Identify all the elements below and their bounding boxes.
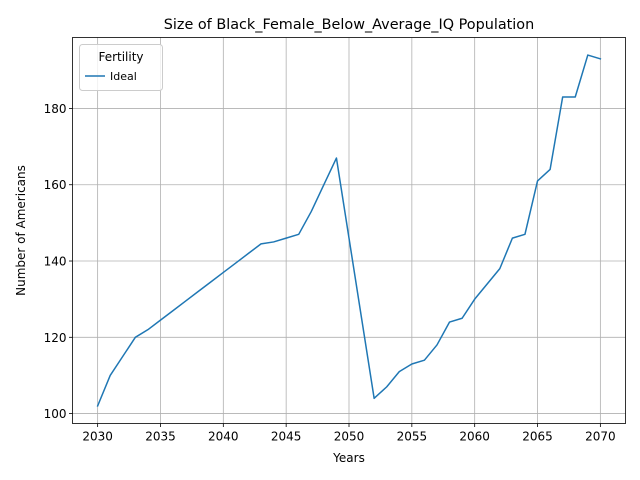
y-tick-label: 160 — [44, 178, 67, 192]
x-tick-label: 2040 — [208, 430, 239, 444]
x-tick-label: 2045 — [271, 430, 302, 444]
legend-title: Fertility — [98, 50, 143, 64]
series-line-ideal — [96, 54, 602, 407]
y-tick-label: 120 — [44, 331, 67, 345]
x-axis: 2030 2035 2040 2045 2050 2055 2060 2065 2070 — [82, 423, 616, 444]
x-axis-label: Years — [332, 451, 365, 465]
legend-box — [79, 44, 163, 91]
x-tick-label: 2035 — [145, 430, 176, 444]
x-tick-label: 2070 — [585, 430, 616, 444]
x-tick-label: 2065 — [522, 430, 553, 444]
x-tick-label: 2060 — [459, 430, 490, 444]
y-axis-label: Number of Americans — [14, 165, 28, 296]
x-tick-label: 2030 — [82, 430, 113, 444]
y-tick-label: 180 — [44, 102, 67, 116]
legend-label-ideal: Ideal — [110, 70, 137, 83]
y-axis: 100 120 140 160 180 — [44, 102, 73, 421]
x-tick-label: 2050 — [334, 430, 365, 444]
grid-lines — [72, 37, 626, 424]
series-lines — [96, 54, 602, 407]
y-tick-label: 100 — [44, 407, 67, 421]
legend: Fertility Ideal — [79, 44, 163, 91]
y-tick-label: 140 — [44, 255, 67, 269]
chart-title: Size of Black_Female_Below_Average_IQ Po… — [164, 17, 534, 33]
x-tick-label: 2055 — [397, 430, 428, 444]
